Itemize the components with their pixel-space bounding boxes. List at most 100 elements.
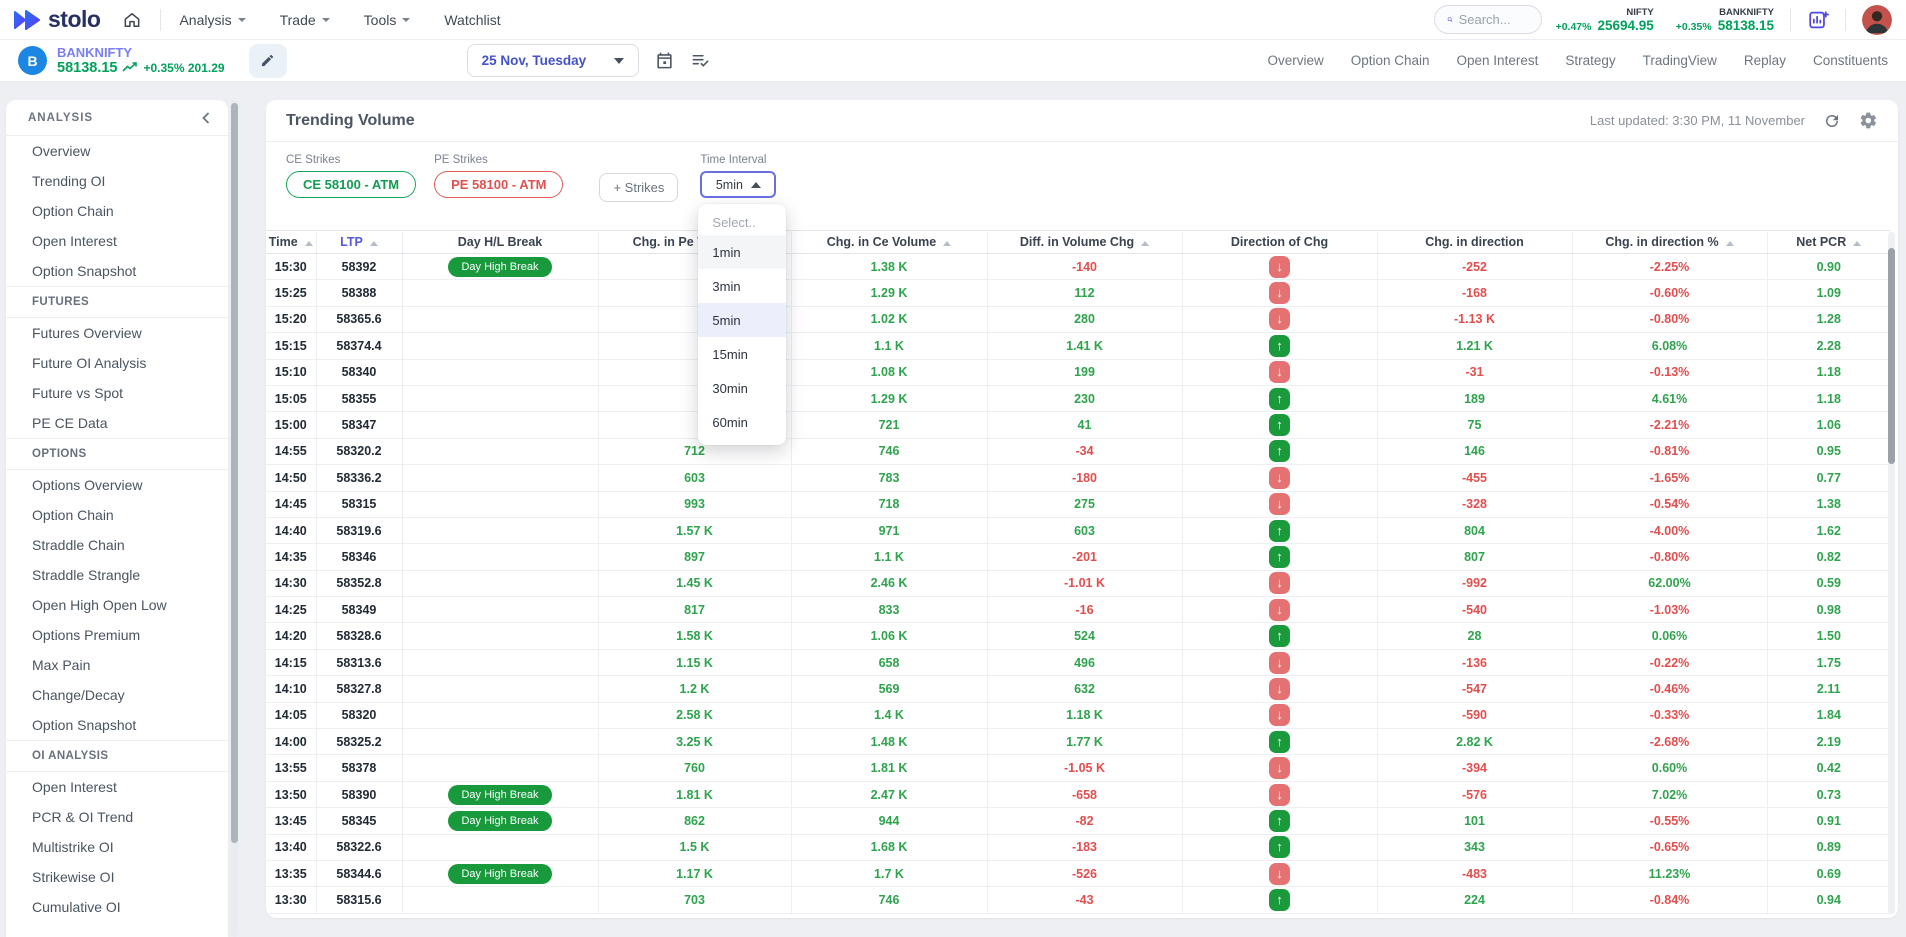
sidebar-item-open-high-open-low[interactable]: Open High Open Low	[6, 590, 228, 620]
column-header-ltp[interactable]: LTP	[316, 231, 402, 254]
cell-chg-in-direction-pct: 0.60%	[1572, 755, 1767, 781]
sidebar-collapse-icon[interactable]	[200, 111, 212, 125]
cell-time: 13:50	[266, 781, 316, 807]
sidebar-item-pe-ce-data[interactable]: PE CE Data	[6, 408, 228, 438]
sidebar-item-futures-overview[interactable]: Futures Overview	[6, 318, 228, 348]
cell-chg-pe-volume: 1.15 K	[598, 649, 791, 675]
day-high-break-badge: Day High Break	[448, 864, 551, 884]
sidebar-item-max-pain[interactable]: Max Pain	[6, 650, 228, 680]
tab-tradingview[interactable]: TradingView	[1643, 53, 1717, 68]
sidebar-item-strikewise-oi[interactable]: Strikewise OI	[6, 862, 228, 892]
cell-chg-pe-volume: 1.81 K	[598, 781, 791, 807]
sidebar-item-open-interest[interactable]: Open Interest	[6, 226, 228, 256]
search-box[interactable]	[1434, 5, 1542, 34]
sidebar-item-cumulative-oi[interactable]: Cumulative OI	[6, 892, 228, 922]
cell-day-hl-break	[402, 385, 598, 411]
cell-ltp: 58388	[316, 280, 402, 306]
cell-chg-ce-volume: 746	[791, 887, 987, 913]
direction-up-icon: ↑	[1269, 335, 1290, 357]
cell-chg-in-direction-pct: 11.23%	[1572, 860, 1767, 886]
cell-ltp: 58340	[316, 359, 402, 385]
sidebar-item-pcr-oi-trend[interactable]: PCR & OI Trend	[6, 802, 228, 832]
nav-item-trade[interactable]: Trade	[280, 12, 330, 28]
sidebar-item-trending-oi[interactable]: Trending OI	[6, 166, 228, 196]
column-header-diff-in-volume-chg[interactable]: Diff. in Volume Chg	[987, 231, 1182, 254]
ticker-nifty[interactable]: NIFTY+0.47%25694.95	[1556, 7, 1654, 33]
tab-strategy[interactable]: Strategy	[1565, 53, 1615, 68]
calendar-icon[interactable]	[655, 51, 674, 70]
sidebar-item-options-premium[interactable]: Options Premium	[6, 620, 228, 650]
home-icon[interactable]	[122, 10, 142, 30]
user-avatar[interactable]	[1862, 5, 1892, 35]
sidebar-section-futures: FUTURES	[6, 286, 228, 318]
direction-down-icon: ↓	[1269, 678, 1290, 700]
tab-replay[interactable]: Replay	[1744, 53, 1786, 68]
cell-direction-of-chg: ↓	[1182, 280, 1377, 306]
dropdown-option-1min[interactable]: 1min	[698, 235, 786, 269]
cell-time: 14:50	[266, 465, 316, 491]
pe-strike-chip[interactable]: PE 58100 - ATM	[434, 171, 563, 198]
sidebar-item-future-oi-analysis[interactable]: Future OI Analysis	[6, 348, 228, 378]
column-header-chg-in-ce-volume[interactable]: Chg. in Ce Volume	[791, 231, 987, 254]
dropdown-option-3min[interactable]: 3min	[698, 269, 786, 303]
column-header-time[interactable]: Time	[266, 231, 316, 254]
cell-day-hl-break	[402, 887, 598, 913]
search-input[interactable]	[1459, 12, 1529, 27]
column-header-day-h-l-break[interactable]: Day H/L Break	[402, 231, 598, 254]
cell-day-hl-break	[402, 755, 598, 781]
dropdown-option-60min[interactable]: 60min	[698, 405, 786, 439]
cell-ltp: 58345	[316, 808, 402, 834]
cell-chg-in-direction-pct: -1.65%	[1572, 465, 1767, 491]
time-interval-select[interactable]: 5min	[700, 171, 776, 198]
dropdown-option-15min[interactable]: 15min	[698, 337, 786, 371]
sidebar-item-overview[interactable]: Overview	[6, 136, 228, 166]
column-header-net-pcr[interactable]: Net PCR	[1767, 231, 1890, 254]
add-strikes-button[interactable]: + Strikes	[599, 173, 678, 202]
playlist-check-icon[interactable]	[690, 51, 711, 70]
edit-instrument-button[interactable]	[249, 44, 287, 78]
tab-constituents[interactable]: Constituents	[1813, 53, 1888, 68]
chart-add-icon[interactable]	[1807, 9, 1829, 31]
sidebar-item-straddle-chain[interactable]: Straddle Chain	[6, 530, 228, 560]
cell-day-hl-break	[402, 676, 598, 702]
sidebar-item-open-interest[interactable]: Open Interest	[6, 772, 228, 802]
sidebar-item-option-snapshot[interactable]: Option Snapshot	[6, 710, 228, 740]
sidebar-item-multistrike-oi[interactable]: Multistrike OI	[6, 832, 228, 862]
nav-item-tools[interactable]: Tools	[364, 12, 411, 28]
tab-option-chain[interactable]: Option Chain	[1351, 53, 1430, 68]
tab-overview[interactable]: Overview	[1267, 53, 1323, 68]
cell-chg-in-direction-pct: -0.80%	[1572, 306, 1767, 332]
sidebar-item-option-snapshot[interactable]: Option Snapshot	[6, 256, 228, 286]
date-picker[interactable]: 25 Nov, Tuesday	[467, 44, 640, 77]
ticker-banknifty[interactable]: BANKNIFTY+0.35%58138.15	[1676, 7, 1774, 33]
dropdown-option-5min[interactable]: 5min	[698, 303, 786, 337]
cell-chg-pe-volume: 1.58 K	[598, 623, 791, 649]
column-header-direction-of-chg[interactable]: Direction of Chg	[1182, 231, 1377, 254]
column-header-chg-in-direction[interactable]: Chg. in direction	[1377, 231, 1572, 254]
cell-day-hl-break	[402, 544, 598, 570]
stolo-logo[interactable]: stolo	[14, 6, 100, 33]
sidebar-item-option-chain[interactable]: Option Chain	[6, 500, 228, 530]
sidebar-item-option-chain[interactable]: Option Chain	[6, 196, 228, 226]
sidebar-item-change-decay[interactable]: Change/Decay	[6, 680, 228, 710]
refresh-icon[interactable]	[1823, 112, 1841, 130]
column-header-chg-in-direction[interactable]: Chg. in direction %	[1572, 231, 1767, 254]
tab-open-interest[interactable]: Open Interest	[1457, 53, 1539, 68]
direction-up-icon: ↑	[1269, 414, 1290, 436]
table-scrollbar-thumb[interactable]	[1888, 248, 1895, 464]
cell-chg-in-direction: -540	[1377, 597, 1572, 623]
cell-day-hl-break	[402, 729, 598, 755]
sidebar-scrollbar-thumb[interactable]	[231, 103, 238, 843]
cell-net-pcr: 0.95	[1767, 438, 1890, 464]
cell-diff-volume-chg: -43	[987, 887, 1182, 913]
nav-item-analysis[interactable]: Analysis	[179, 12, 245, 28]
cell-chg-ce-volume: 1.7 K	[791, 860, 987, 886]
nav-item-watchlist[interactable]: Watchlist	[444, 12, 500, 28]
sidebar-item-future-vs-spot[interactable]: Future vs Spot	[6, 378, 228, 408]
ce-strike-chip[interactable]: CE 58100 - ATM	[286, 171, 416, 198]
dropdown-option-30min[interactable]: 30min	[698, 371, 786, 405]
sidebar-item-options-overview[interactable]: Options Overview	[6, 470, 228, 500]
sidebar-item-straddle-strangle[interactable]: Straddle Strangle	[6, 560, 228, 590]
gear-icon[interactable]	[1859, 111, 1878, 130]
instrument-symbol[interactable]: BANKNIFTY	[57, 46, 225, 60]
